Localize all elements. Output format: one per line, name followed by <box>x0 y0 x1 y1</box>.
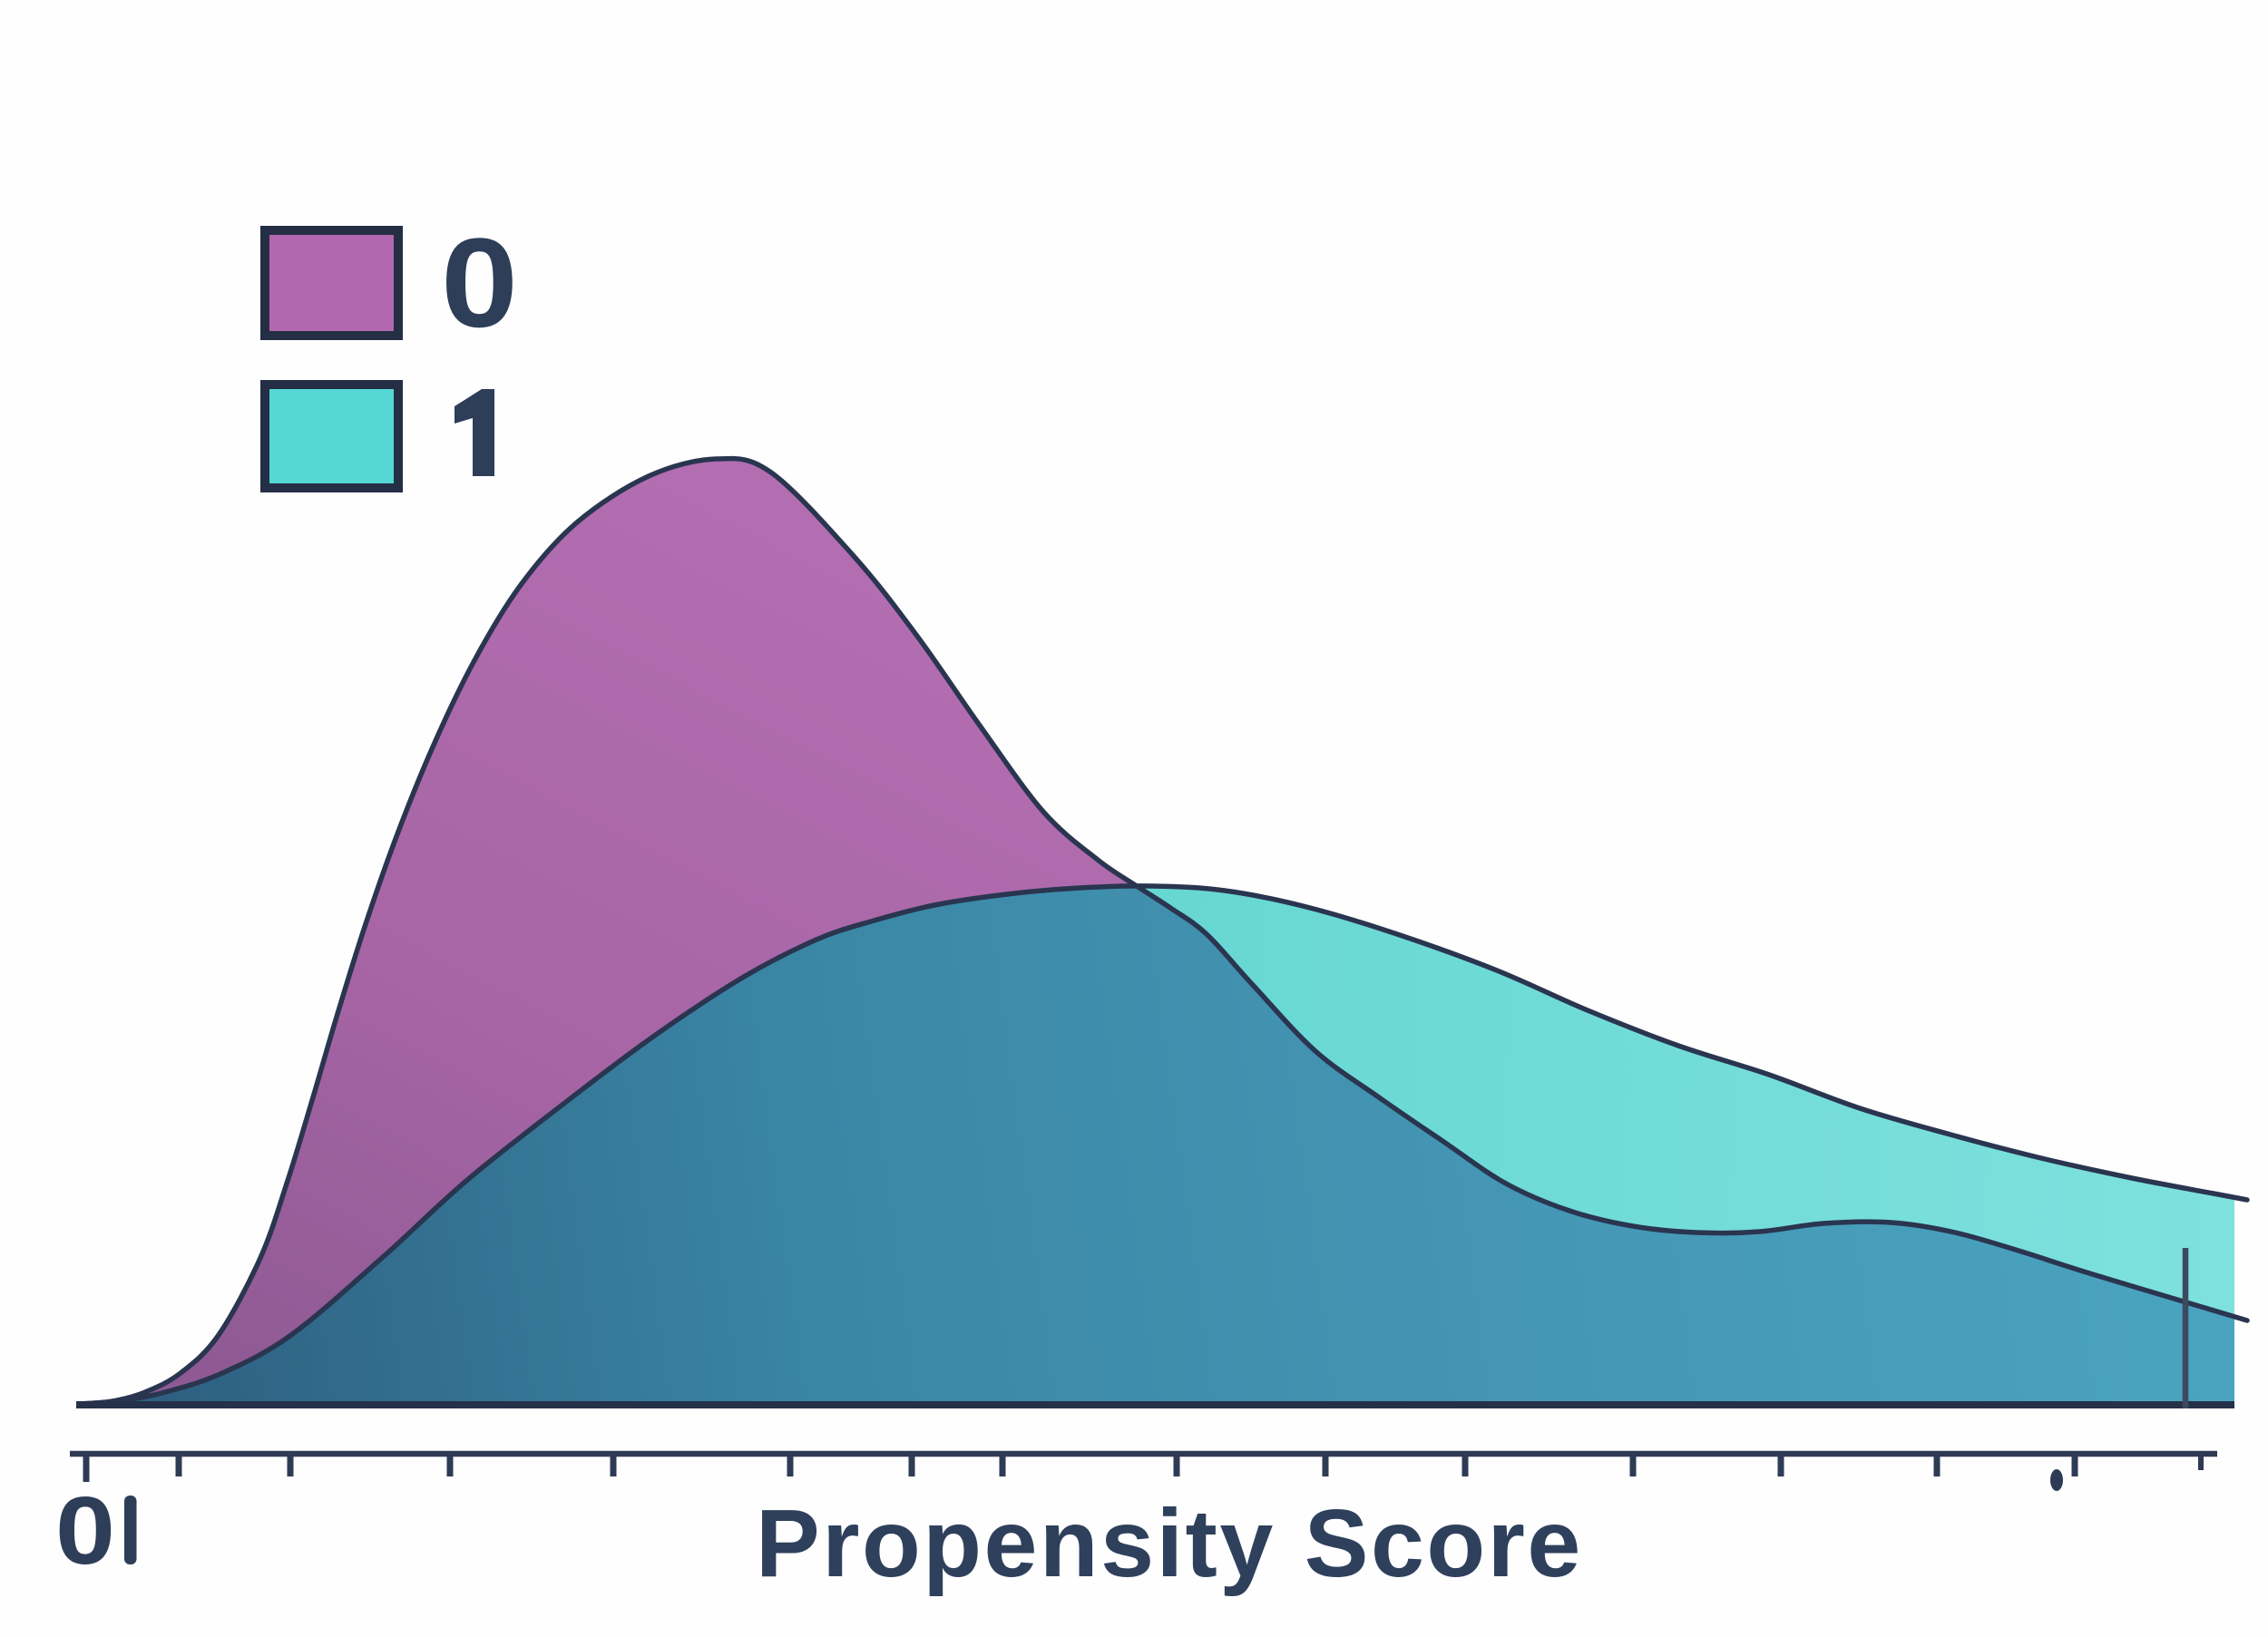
svg-text:0: 0 <box>55 1477 115 1584</box>
svg-text:0: 0 <box>441 211 518 354</box>
svg-text:Propensity Score: Propensity Score <box>756 1490 1583 1597</box>
